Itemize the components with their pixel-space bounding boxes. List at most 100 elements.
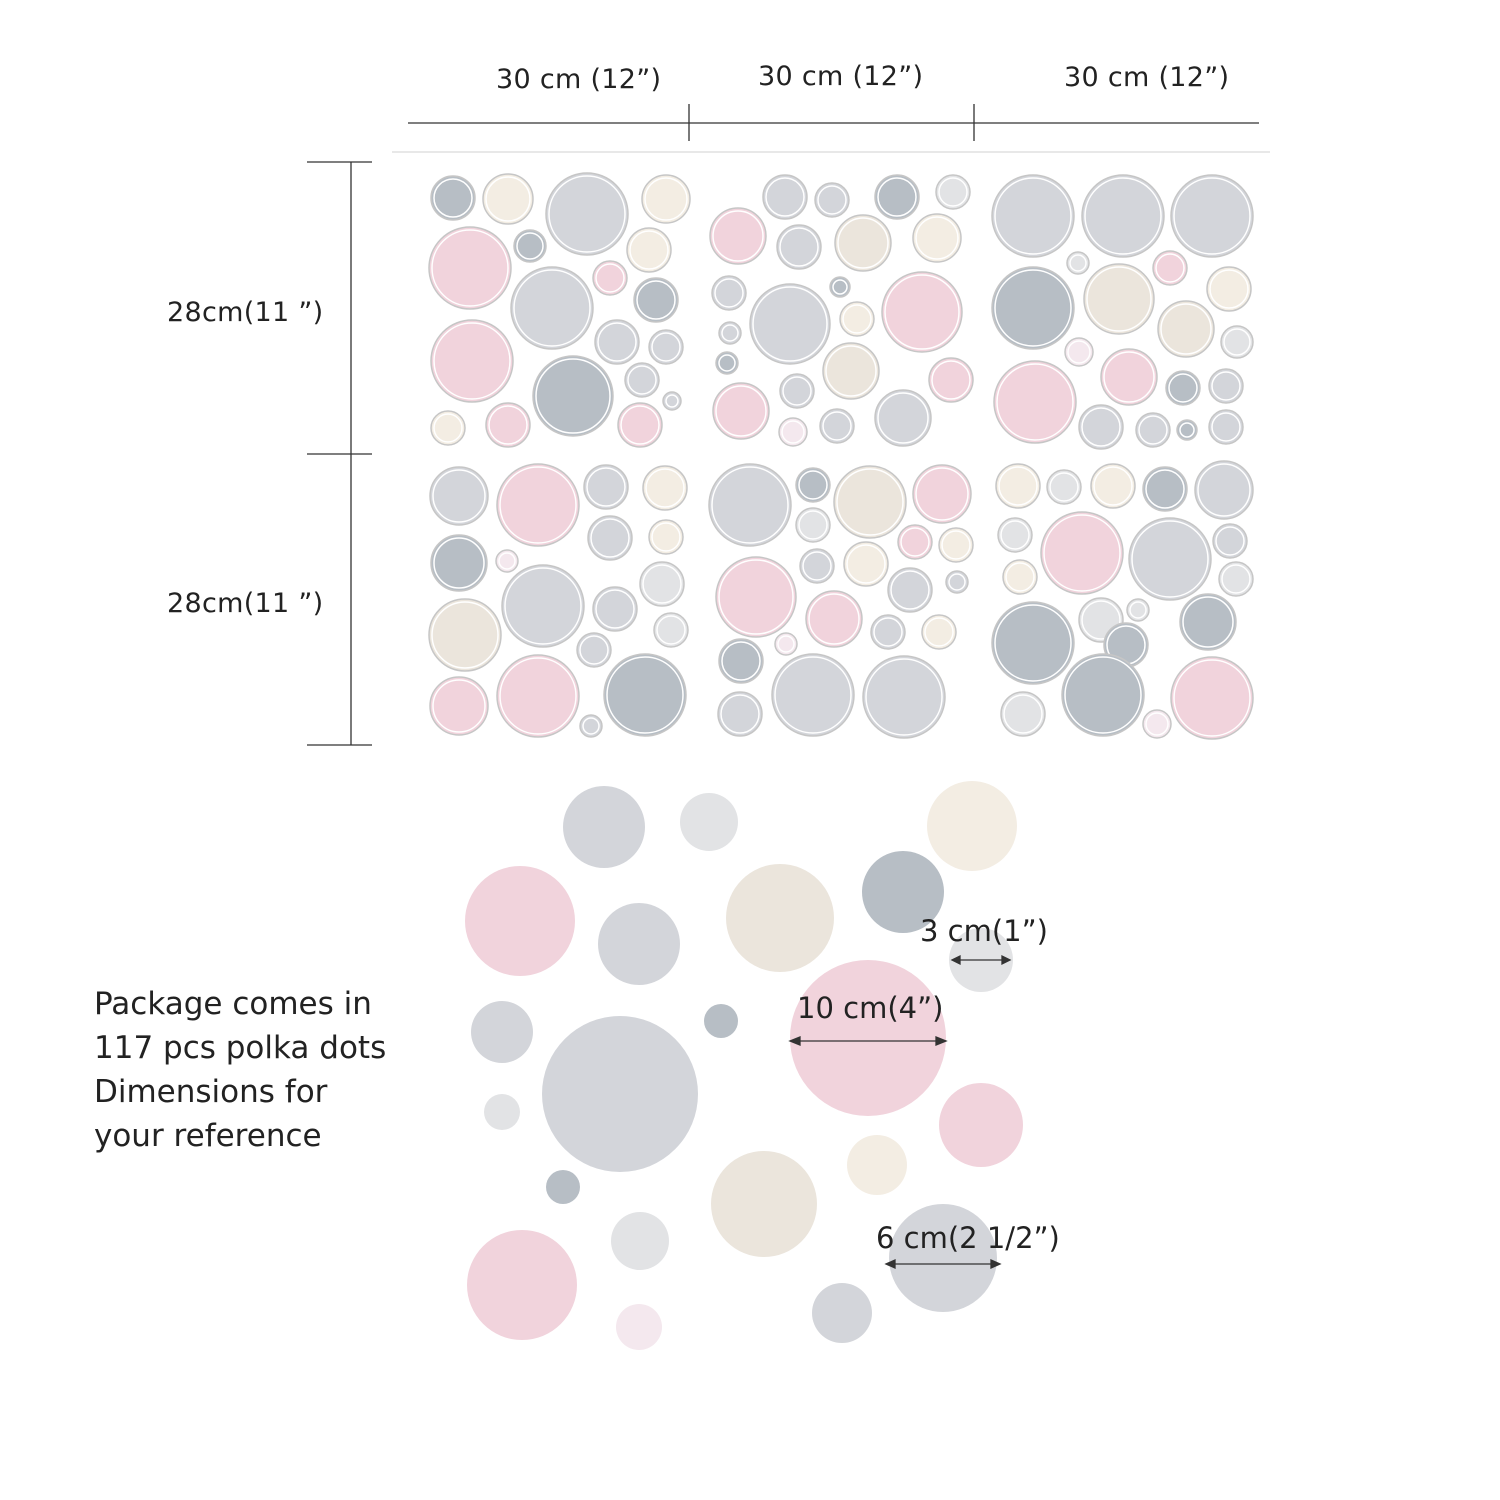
sheet-dot-rim (431, 229, 509, 307)
sheet-dot (648, 329, 684, 365)
width-label-2: 30 cm (12”) (758, 61, 924, 92)
sheet-dot-rim (865, 658, 943, 736)
sheet-dot-rim (627, 365, 657, 395)
sheet-dot-rim (645, 468, 685, 508)
sheet-dot (1170, 656, 1254, 740)
sheet-dot-rim (433, 322, 511, 400)
reference-dots (465, 781, 1023, 1350)
sheet-dot-rim (1211, 412, 1241, 442)
sheet-dot (711, 275, 747, 311)
sheet-dot (430, 175, 476, 221)
size-label-medium: 6 cm(2 1/2”) (876, 1221, 1060, 1255)
sheet-dot (795, 507, 831, 543)
sheet-dot (1208, 368, 1244, 404)
sheet-dot (1194, 460, 1254, 520)
sheet-dot-rim (715, 385, 767, 437)
sheet-dot-rim (651, 522, 681, 552)
sheet-dot (799, 548, 835, 584)
size-label-small: 3 cm(1”) (920, 914, 1048, 948)
sheet-dot-rim (998, 466, 1038, 506)
reference-dot (939, 1083, 1023, 1167)
sheet-dot (776, 224, 822, 270)
sheet-dot-rim (825, 345, 877, 397)
sheet-dot (1081, 174, 1165, 258)
sheet-dot-rim (1093, 466, 1133, 506)
sheet-dot-rim (1173, 659, 1251, 737)
sheet-dot-rim (548, 175, 626, 253)
sheet-dot-rim (1081, 600, 1121, 640)
sheet-dot (762, 174, 808, 220)
reference-dot (467, 1230, 577, 1340)
sheet-dot (843, 541, 889, 587)
sheet-dot-rim (994, 604, 1072, 682)
sheet-dot-rim (718, 559, 794, 635)
sheet-dot (912, 213, 962, 263)
sheet-dot-rim (924, 617, 954, 647)
sheet-dot (874, 389, 932, 447)
sheet-dot-rim (994, 269, 1072, 347)
sheet-dot-rim (884, 274, 960, 350)
sheet-dot (653, 612, 689, 648)
sheet-dot-rim (938, 177, 968, 207)
reference-dot (889, 1204, 997, 1312)
sheet-dot (1165, 370, 1201, 406)
reference-dot (484, 1094, 520, 1130)
sheet-dot-rim (582, 717, 600, 735)
sheet-dot-rim (777, 635, 795, 653)
sheet-dot-rim (1155, 253, 1185, 283)
sheet-dot-rim (822, 411, 852, 441)
sheet-dot-rim (1003, 694, 1043, 734)
sheet-dot (617, 402, 663, 448)
sheet-dot-rim (432, 679, 486, 733)
sheet-dot (592, 586, 638, 632)
sheet-dot (1212, 523, 1248, 559)
sheet-dot (921, 614, 957, 650)
reference-dot (790, 960, 946, 1116)
sheet-dot-rim (1223, 328, 1251, 356)
sheet-dot-rim (1211, 371, 1241, 401)
width-dimension-line (408, 104, 1259, 141)
sheet-dot (576, 632, 612, 668)
reference-dot (465, 866, 575, 976)
sheet-dot (819, 408, 855, 444)
sheet-dot (532, 355, 614, 437)
sheet-dot (771, 653, 855, 737)
sheet-dot-rim (721, 324, 739, 342)
sheet-dot (1128, 517, 1212, 601)
sheet-dot-rim (1049, 472, 1079, 502)
sheet-dot-rim (798, 510, 828, 540)
sheet-dot (545, 172, 629, 256)
sheet-dot (485, 402, 531, 448)
sheet-dot (624, 362, 660, 398)
reference-dot (812, 1283, 872, 1343)
sheet-dot (995, 463, 1041, 509)
sheet-dot-rim (721, 641, 761, 681)
sheet-dot (1064, 337, 1094, 367)
sheet-dot-rim (817, 185, 847, 215)
sheet-dot-rim (1129, 601, 1147, 619)
sheet-dot-rim (1221, 564, 1251, 594)
note-line-4: your reference (94, 1118, 322, 1154)
sticker-sheets (428, 172, 1254, 740)
sheet-dot-rim (781, 420, 805, 444)
sheet-dot-rim (1064, 656, 1142, 734)
reference-dot (598, 903, 680, 985)
reference-dot (611, 1212, 669, 1270)
sheet-dot-rim (1067, 340, 1091, 364)
sheet-dot-rim (1173, 177, 1251, 255)
sheet-dot-rim (712, 210, 764, 262)
sheet-dot-rim (941, 530, 971, 560)
sheet-dot (648, 519, 684, 555)
sheet-dot-rim (499, 657, 577, 735)
sheet-dot (642, 465, 688, 511)
sheet-dot-rim (606, 656, 684, 734)
sheet-dot (938, 527, 974, 563)
sheet-dot-rim (590, 518, 630, 558)
reference-dot (563, 786, 645, 868)
sheet-dot-rim (720, 694, 760, 734)
sheet-dot (482, 173, 534, 225)
sheet-dot (881, 271, 963, 353)
sheet-dot (1179, 593, 1237, 651)
sheet-dot-rim (1197, 463, 1251, 517)
